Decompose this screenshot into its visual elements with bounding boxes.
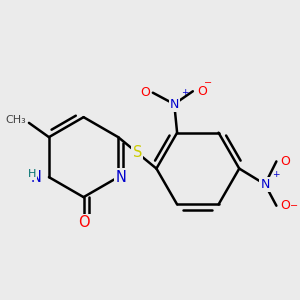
Text: O: O [197,85,207,98]
Text: N: N [31,169,42,184]
Text: CH₃: CH₃ [5,115,26,125]
Text: N: N [260,178,270,191]
Text: O: O [78,215,89,230]
Text: N: N [116,169,127,184]
Text: +: + [272,170,280,179]
Text: N: N [169,98,179,111]
Text: O: O [281,155,290,168]
Text: H: H [28,169,36,179]
Text: +: + [182,88,189,97]
Text: −: − [204,78,212,88]
Text: S: S [133,146,142,160]
Text: O: O [281,199,290,212]
Text: −: − [290,201,298,211]
Text: O: O [140,86,150,99]
